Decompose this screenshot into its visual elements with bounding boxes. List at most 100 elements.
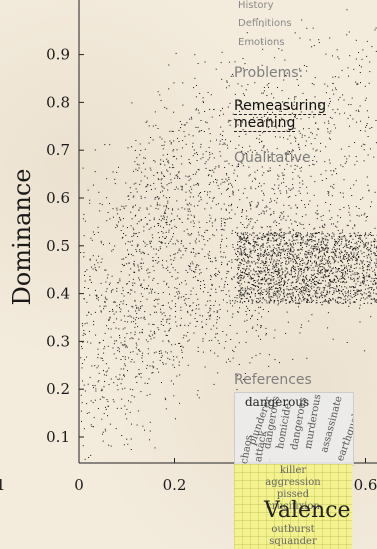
data-point (259, 142, 260, 143)
data-point (228, 85, 230, 87)
data-point (243, 250, 245, 252)
toc-item-qualitative[interactable]: Qualitative (234, 150, 311, 166)
data-point (119, 218, 121, 220)
data-point (240, 270, 242, 272)
data-point (198, 234, 200, 236)
data-point (314, 281, 316, 283)
toc-item-problems[interactable]: Problems: (234, 65, 304, 81)
data-point (333, 292, 335, 294)
data-point (333, 246, 335, 248)
data-point (367, 275, 369, 277)
data-point (112, 208, 114, 210)
data-point (374, 262, 376, 264)
data-point (359, 237, 361, 239)
data-point (302, 241, 304, 243)
data-point (96, 294, 98, 296)
data-point (258, 335, 259, 337)
data-point (97, 357, 99, 359)
data-point (180, 155, 182, 157)
data-point (167, 302, 169, 304)
data-point (316, 210, 318, 212)
data-point (144, 217, 146, 218)
data-point (296, 235, 298, 236)
data-point (324, 300, 326, 302)
data-point (247, 151, 249, 153)
y-axis-title: Dominance (8, 169, 36, 306)
data-point (189, 163, 191, 165)
data-point (307, 284, 309, 286)
data-point (148, 292, 150, 294)
data-point (153, 324, 155, 325)
data-point (97, 381, 99, 383)
data-point (334, 76, 336, 78)
data-point (339, 248, 340, 250)
data-point (270, 213, 272, 215)
data-point (119, 304, 121, 306)
data-point (133, 263, 135, 265)
data-point (210, 328, 212, 330)
data-point (191, 116, 192, 118)
data-point (146, 367, 148, 369)
data-point (364, 350, 366, 352)
data-point (166, 335, 168, 336)
data-point (367, 288, 369, 290)
data-point (112, 289, 114, 291)
data-point (264, 271, 266, 273)
data-point (328, 300, 330, 302)
data-point (153, 331, 155, 333)
data-point (368, 274, 370, 276)
data-point (239, 254, 241, 256)
toc-item-remeasuring-meaning[interactable]: Remeasuring meaning (234, 98, 334, 132)
data-point (268, 296, 270, 298)
data-point (102, 440, 104, 442)
data-point (197, 252, 199, 254)
data-point (212, 225, 213, 227)
data-point (302, 158, 304, 160)
data-point (347, 225, 349, 227)
data-point (207, 191, 209, 193)
data-point (134, 161, 136, 163)
data-point (132, 351, 134, 353)
data-point (340, 148, 342, 150)
data-point (314, 181, 316, 183)
toc-item-references[interactable]: References (234, 372, 312, 388)
data-point (174, 295, 176, 297)
data-point (265, 262, 267, 264)
data-point (235, 252, 236, 254)
data-point (306, 186, 308, 188)
data-point (276, 221, 278, 223)
data-point (361, 293, 363, 295)
data-point (150, 184, 152, 186)
data-point (205, 333, 206, 335)
data-point (368, 116, 370, 118)
data-point (333, 259, 335, 261)
data-point (346, 158, 348, 160)
data-point (151, 365, 153, 367)
data-point (365, 244, 367, 246)
data-point (328, 300, 330, 302)
data-point (293, 156, 294, 158)
data-point (163, 144, 165, 146)
data-point (169, 197, 171, 198)
data-point (258, 283, 260, 285)
data-point (103, 413, 105, 414)
data-point (188, 159, 190, 160)
data-point (353, 184, 355, 186)
data-point (175, 418, 176, 420)
y-tick-label: 0.2 (46, 380, 70, 398)
toc-item-definitions[interactable]: Definitions (238, 18, 292, 29)
toc-item-emotions[interactable]: Emotions (238, 37, 285, 48)
data-point (310, 296, 312, 298)
data-point (291, 223, 293, 225)
data-point (245, 89, 247, 91)
data-point (285, 273, 287, 275)
data-point (334, 225, 336, 227)
toc-item-history[interactable]: History (238, 0, 274, 11)
data-point (286, 268, 288, 270)
data-point (136, 313, 138, 314)
data-point (327, 242, 329, 243)
data-point (197, 351, 199, 352)
data-point (366, 125, 368, 126)
data-point (227, 284, 228, 285)
data-point (126, 346, 128, 348)
